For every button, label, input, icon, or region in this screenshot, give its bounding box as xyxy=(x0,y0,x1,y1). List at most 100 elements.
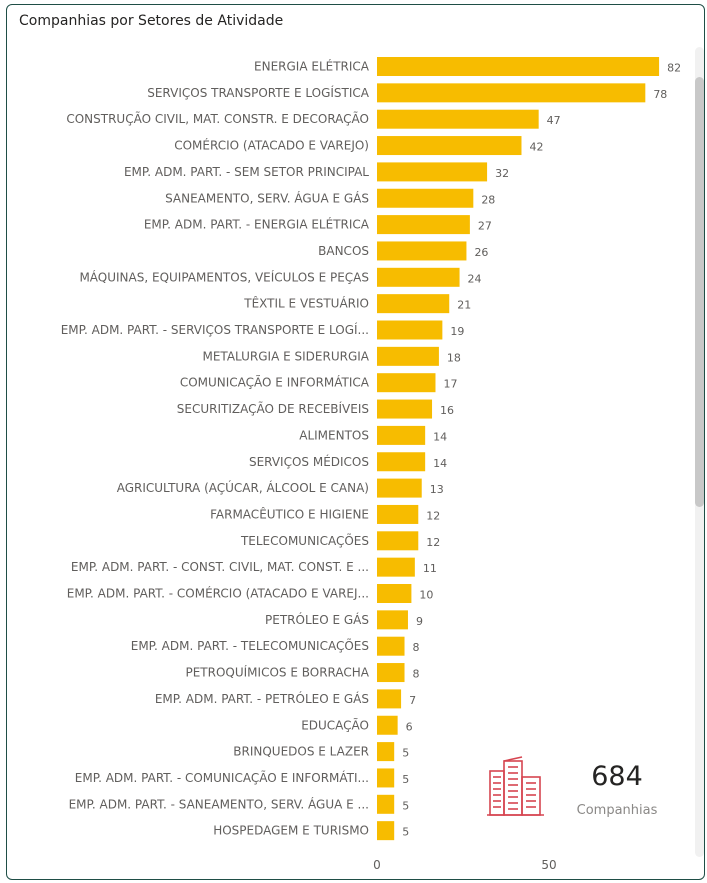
data-label: 10 xyxy=(419,589,433,602)
category-label: SECURITIZAÇÃO DE RECEBÍVEIS xyxy=(177,401,369,416)
bar[interactable] xyxy=(377,584,412,603)
data-label: 19 xyxy=(450,325,464,338)
bar[interactable] xyxy=(377,83,646,103)
category-label: EMP. ADM. PART. - CONST. CIVIL, MAT. CON… xyxy=(71,560,369,574)
category-label: PETRÓLEO E GÁS xyxy=(265,612,369,627)
category-label: SANEAMENTO, SERV. ÁGUA E GÁS xyxy=(165,190,369,205)
data-label: 9 xyxy=(416,615,423,628)
data-label: 28 xyxy=(481,193,495,206)
bar[interactable] xyxy=(377,373,436,393)
category-label: COMUNICAÇÃO E INFORMÁTICA xyxy=(180,375,370,390)
x-tick-label: 0 xyxy=(373,858,381,872)
category-label: PETROQUÍMICOS E BORRACHA xyxy=(185,665,369,680)
data-label: 14 xyxy=(433,457,447,470)
data-label: 47 xyxy=(547,114,561,127)
x-tick-label: 50 xyxy=(541,858,556,872)
category-label: METALURGIA E SIDERURGIA xyxy=(203,349,370,363)
data-label: 6 xyxy=(406,720,413,733)
data-label: 42 xyxy=(529,141,543,154)
data-label: 5 xyxy=(402,773,409,786)
category-label: EMP. ADM. PART. - ENERGIA ELÉTRICA xyxy=(144,217,370,232)
category-label: TÊXTIL E VESTUÁRIO xyxy=(243,296,369,311)
bar[interactable] xyxy=(377,636,405,656)
category-label: COMÉRCIO (ATACADO E VAREJO) xyxy=(174,138,369,153)
data-label: 18 xyxy=(447,351,461,364)
kpi-value: 684 xyxy=(591,761,643,792)
bar[interactable] xyxy=(377,531,419,551)
category-label: BRINQUEDOS E LAZER xyxy=(233,745,369,759)
data-label: 32 xyxy=(495,167,509,180)
category-label: FARMACÊUTICO E HIGIENE xyxy=(210,506,369,521)
data-label: 27 xyxy=(478,220,492,233)
bar[interactable] xyxy=(377,241,467,261)
data-label: 14 xyxy=(433,430,447,443)
category-label: HOSPEDAGEM E TURISMO xyxy=(213,824,369,838)
data-label: 5 xyxy=(402,826,409,839)
data-label: 8 xyxy=(413,641,420,654)
bar[interactable] xyxy=(377,610,408,630)
data-label: 7 xyxy=(409,694,416,707)
bar[interactable] xyxy=(377,689,402,709)
vertical-scrollbar[interactable] xyxy=(695,47,704,857)
data-label: 11 xyxy=(423,562,437,575)
data-label: 17 xyxy=(443,378,457,391)
category-label: SERVIÇOS MÉDICOS xyxy=(249,454,369,469)
data-label: 21 xyxy=(457,299,471,312)
bar[interactable] xyxy=(377,478,422,498)
category-label: EMP. ADM. PART. - SEM SETOR PRINCIPAL xyxy=(124,165,369,179)
category-label: AGRICULTURA (AÇÚCAR, ÁLCOOL E CANA) xyxy=(117,480,369,495)
category-label: SERVIÇOS TRANSPORTE E LOGÍSTICA xyxy=(147,85,370,100)
bar[interactable] xyxy=(377,109,539,129)
bar-chart[interactable]: ENERGIA ELÉTRICA 82 SERVIÇOS TRANSPORTE E … xyxy=(7,5,705,880)
data-label: 78 xyxy=(653,88,667,101)
bar[interactable] xyxy=(377,821,395,841)
category-label: EMP. ADM. PART. - COMÉRCIO (ATACADO E VA… xyxy=(67,586,369,601)
data-label: 5 xyxy=(402,799,409,812)
data-label: 82 xyxy=(667,62,681,75)
bar[interactable] xyxy=(377,57,660,76)
bar[interactable] xyxy=(377,188,474,208)
bar[interactable] xyxy=(377,136,522,156)
category-label: ALIMENTOS xyxy=(299,428,369,442)
category-label: EMP. ADM. PART. - PETRÓLEO E GÁS xyxy=(155,691,369,706)
bar[interactable] xyxy=(377,715,398,735)
buildings-icon xyxy=(487,755,545,821)
bar[interactable] xyxy=(377,399,433,419)
data-label: 5 xyxy=(402,747,409,760)
data-label: 26 xyxy=(474,246,488,259)
bar[interactable] xyxy=(377,504,419,524)
bar[interactable] xyxy=(377,215,470,235)
category-label: EMP. ADM. PART. - COMUNICAÇÃO E INFORMÁT… xyxy=(75,770,369,785)
bar[interactable] xyxy=(377,346,439,366)
data-label: 12 xyxy=(426,509,440,522)
category-label: TELECOMUNICAÇÕES xyxy=(240,533,369,548)
bar[interactable] xyxy=(377,663,405,683)
bar[interactable] xyxy=(377,794,395,814)
category-label: BANCOS xyxy=(318,244,369,258)
bar[interactable] xyxy=(377,267,460,287)
bar[interactable] xyxy=(377,452,426,472)
data-label: 13 xyxy=(430,483,444,496)
bar[interactable] xyxy=(377,294,450,314)
data-label: 8 xyxy=(413,668,420,681)
bar[interactable] xyxy=(377,162,488,182)
bar[interactable] xyxy=(377,425,426,445)
data-label: 24 xyxy=(468,272,482,285)
category-label: EMP. ADM. PART. - SERVIÇOS TRANSPORTE E … xyxy=(61,322,369,337)
category-label: MÁQUINAS, EQUIPAMENTOS, VEÍCULOS E PEÇAS xyxy=(79,269,369,284)
scrollbar-thumb[interactable] xyxy=(695,77,704,507)
data-label: 12 xyxy=(426,536,440,549)
kpi-label: Companhias xyxy=(576,803,658,818)
category-label: CONSTRUÇÃO CIVIL, MAT. CONSTR. E DECORAÇ… xyxy=(66,111,369,126)
category-label: EMP. ADM. PART. - TELECOMUNICAÇÕES xyxy=(131,638,369,653)
category-label: EDUCAÇÃO xyxy=(301,717,369,732)
chart-card: Companhias por Setores de Atividade ENER… xyxy=(6,4,705,880)
bar[interactable] xyxy=(377,320,443,340)
bar[interactable] xyxy=(377,742,395,762)
bar[interactable] xyxy=(377,768,395,788)
chart-title: Companhias por Setores de Atividade xyxy=(19,13,284,29)
data-label: 16 xyxy=(440,404,454,417)
category-label: EMP. ADM. PART. - SANEAMENTO, SERV. ÁGUA… xyxy=(69,796,369,811)
bar[interactable] xyxy=(377,557,415,577)
category-label: ENERGIA ELÉTRICA xyxy=(254,59,370,74)
